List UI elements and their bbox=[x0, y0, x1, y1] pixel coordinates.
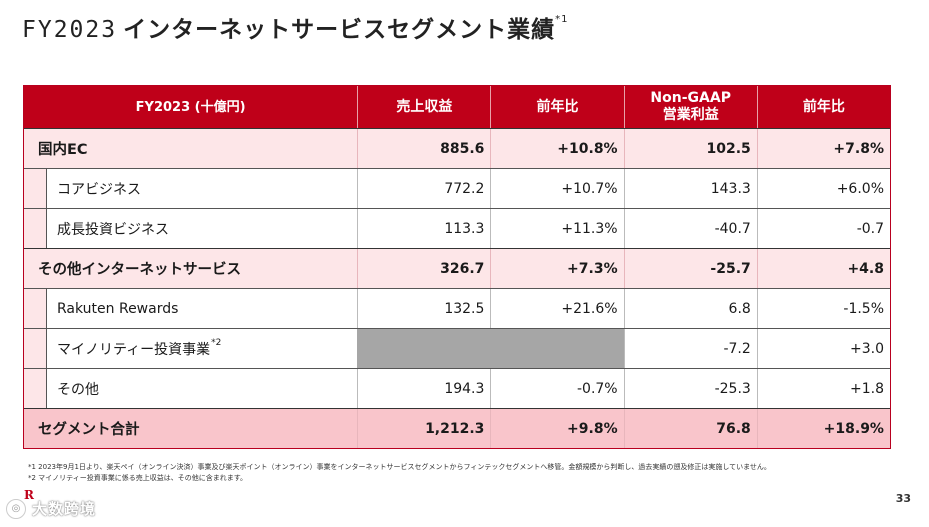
op-yoy-cell: +7.8% bbox=[756, 129, 890, 168]
op-cell: 102.5 bbox=[623, 129, 757, 168]
row-label: 国内EC bbox=[38, 142, 88, 158]
watermark-logo-icon: ◎ bbox=[6, 498, 26, 519]
revenue-yoy-cell: -0.7% bbox=[490, 369, 623, 408]
footnote-2: *2 マイノリティー投資事業に係る売上収益は、その他に含まれます。 bbox=[28, 474, 248, 482]
row-label: コアビジネス bbox=[46, 169, 357, 208]
row-label: その他インターネットサービス bbox=[38, 262, 241, 278]
header-operating-profit: Non-GAAP 営業利益 bbox=[623, 86, 757, 128]
table-row-total: セグメント合計 1,212.3 +9.8% 76.8 +18.9% bbox=[24, 408, 890, 448]
table-row: コアビジネス 772.2 +10.7% 143.3 +6.0% bbox=[24, 168, 890, 208]
revenue-cell: 885.6 bbox=[357, 129, 490, 168]
revenue-cell: 1,212.3 bbox=[357, 409, 490, 448]
watermark-text: 大数跨境 bbox=[32, 500, 97, 518]
watermark: ◎ 大数跨境 bbox=[6, 498, 96, 519]
revenue-cell: 772.2 bbox=[357, 169, 490, 208]
rakuten-logo-icon: R bbox=[24, 488, 34, 502]
header-op-line2: 営業利益 bbox=[662, 107, 719, 123]
revenue-yoy-cell: +10.8% bbox=[490, 129, 623, 168]
revenue-yoy-cell: +21.6% bbox=[490, 289, 623, 328]
title-note-mark: *1 bbox=[555, 14, 569, 25]
op-yoy-cell: +3.0 bbox=[756, 329, 890, 368]
header-op-yoy: 前年比 bbox=[756, 86, 890, 128]
op-yoy-cell: +1.8 bbox=[756, 369, 890, 408]
revenue-cell: 113.3 bbox=[357, 209, 490, 248]
op-cell: 143.3 bbox=[623, 169, 757, 208]
row-label: セグメント合計 bbox=[38, 422, 140, 438]
revenue-cell: 132.5 bbox=[357, 289, 490, 328]
note-mark: *2 bbox=[211, 337, 222, 348]
table-row: その他インターネットサービス 326.7 +7.3% -25.7 +4.8 bbox=[24, 248, 890, 288]
op-cell: -25.7 bbox=[623, 249, 757, 288]
revenue-cell: 326.7 bbox=[357, 249, 490, 288]
segment-results-table: FY2023 (十億円) 売上収益 前年比 Non-GAAP 営業利益 前年比 … bbox=[23, 85, 891, 449]
footnote-1: *1 2023年9月1日より、楽天ペイ（オンライン決済）事業及び楽天ポイント（オ… bbox=[28, 463, 771, 471]
table-row: 成長投資ビジネス 113.3 +11.3% -40.7 -0.7 bbox=[24, 208, 890, 248]
op-yoy-cell: -0.7 bbox=[756, 209, 890, 248]
op-cell: -40.7 bbox=[623, 209, 757, 248]
revenue-yoy-cell: +11.3% bbox=[490, 209, 623, 248]
op-cell: 6.8 bbox=[623, 289, 757, 328]
revenue-yoy-cell: +9.8% bbox=[490, 409, 623, 448]
row-label: Rakuten Rewards bbox=[46, 289, 357, 328]
op-cell: -7.2 bbox=[623, 329, 757, 368]
op-yoy-cell: +6.0% bbox=[756, 169, 890, 208]
op-cell: 76.8 bbox=[623, 409, 757, 448]
revenue-yoy-cell: +10.7% bbox=[490, 169, 623, 208]
footnotes: *1 2023年9月1日より、楽天ペイ（オンライン決済）事業及び楽天ポイント（オ… bbox=[28, 462, 771, 484]
table-header-row: FY2023 (十億円) 売上収益 前年比 Non-GAAP 営業利益 前年比 bbox=[24, 86, 890, 128]
page-title: FY2023 インターネットサービスセグメント業績*1 bbox=[22, 10, 568, 44]
op-yoy-cell: -1.5% bbox=[756, 289, 890, 328]
row-label: その他 bbox=[46, 369, 357, 408]
op-yoy-cell: +4.8 bbox=[756, 249, 890, 288]
row-label: 成長投資ビジネス bbox=[46, 209, 357, 248]
table-row: その他 194.3 -0.7% -25.3 +1.8 bbox=[24, 368, 890, 408]
title-main: インターネットサービスセグメント業績 bbox=[123, 17, 556, 43]
header-revenue-yoy: 前年比 bbox=[490, 86, 623, 128]
op-yoy-cell: +18.9% bbox=[756, 409, 890, 448]
table-row: 国内EC 885.6 +10.8% 102.5 +7.8% bbox=[24, 128, 890, 168]
page-number: 33 bbox=[895, 492, 911, 505]
title-fy: FY2023 bbox=[22, 17, 118, 43]
table-row: Rakuten Rewards 132.5 +21.6% 6.8 -1.5% bbox=[24, 288, 890, 328]
revenue-cell: 194.3 bbox=[357, 369, 490, 408]
op-cell: -25.3 bbox=[623, 369, 757, 408]
header-op-line1: Non-GAAP bbox=[650, 90, 731, 106]
redacted-revenue-block bbox=[357, 329, 624, 368]
revenue-yoy-cell: +7.3% bbox=[490, 249, 623, 288]
header-label: FY2023 (十億円) bbox=[135, 99, 246, 115]
row-label: マイノリティー投資事業 bbox=[57, 341, 211, 358]
table-row: マイノリティー投資事業 *2 -7.2 +3.0 bbox=[24, 328, 890, 368]
header-revenue: 売上収益 bbox=[357, 86, 490, 128]
